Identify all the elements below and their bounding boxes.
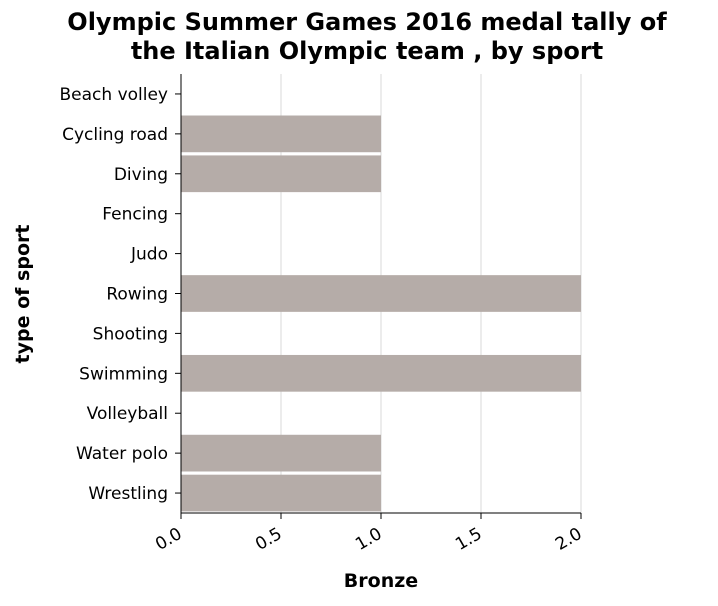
- y-tick-label: Diving: [114, 165, 168, 185]
- chart-title-line-1: Olympic Summer Games 2016 medal tally of: [67, 8, 667, 36]
- y-axis-ticks: Beach volley Cycling road Diving Fencing Jud…: [60, 85, 181, 504]
- chart-title: Olympic Summer Games 2016 medal tally of…: [67, 8, 667, 65]
- y-tick-label: Water polo: [76, 444, 168, 464]
- bar-cycling-road: [181, 115, 381, 153]
- y-axis-title: type of sport: [12, 225, 34, 364]
- bar-swimming: [181, 354, 581, 392]
- chart-title-line-2: the Italian Olympic team , by sport: [131, 37, 603, 65]
- y-tick-label: Cycling road: [62, 125, 168, 145]
- y-tick-label: Fencing: [102, 205, 168, 225]
- bar-diving: [181, 155, 381, 193]
- x-tick-label: 2.0: [552, 524, 585, 555]
- bar-water-polo: [181, 434, 381, 472]
- y-tick-label: Shooting: [93, 324, 168, 344]
- x-axis-ticks: 0.0 0.5 1.0 1.5 2.0: [152, 513, 586, 555]
- x-tick-label: 1.0: [352, 524, 385, 555]
- y-tick-label: Rowing: [106, 285, 168, 305]
- x-tick-label: 0.0: [152, 524, 185, 555]
- bar-wrestling: [181, 474, 381, 512]
- bars: [181, 115, 581, 512]
- y-tick-label: Volleyball: [87, 404, 168, 424]
- y-tick-label: Swimming: [79, 364, 168, 384]
- bar-rowing: [181, 275, 581, 312]
- y-tick-label: Wrestling: [88, 484, 168, 504]
- y-tick-label: Judo: [130, 245, 168, 265]
- x-axis-title: Bronze: [344, 570, 418, 592]
- x-tick-label: 0.5: [252, 524, 285, 555]
- x-tick-label: 1.5: [452, 524, 485, 555]
- y-tick-label: Beach volley: [60, 85, 169, 105]
